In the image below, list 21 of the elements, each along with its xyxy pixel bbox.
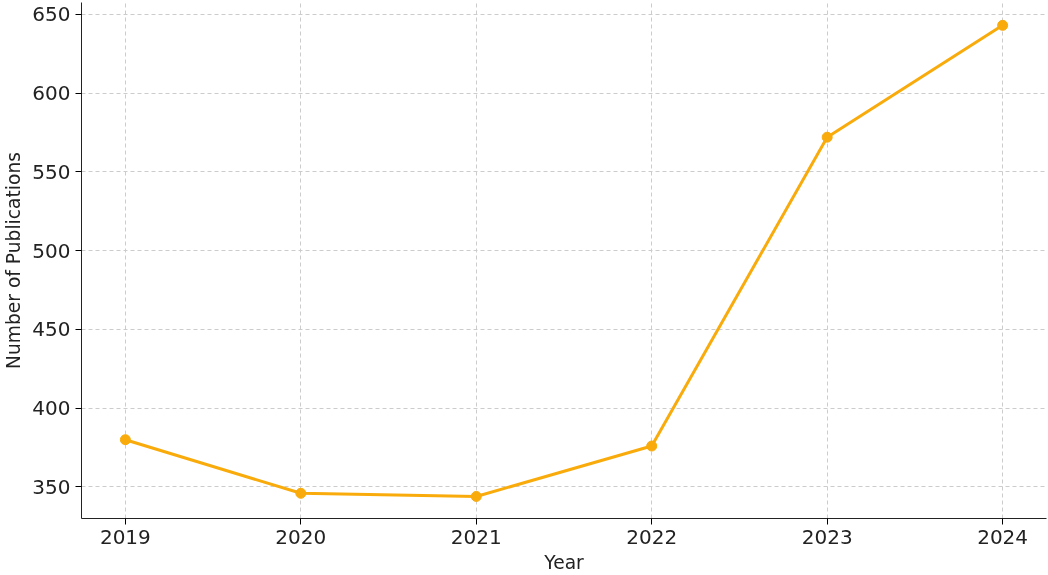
y-axis-title: Number of Publications <box>3 152 25 369</box>
point <box>119 434 131 446</box>
y-tick-label: 450 <box>32 317 71 342</box>
y-tick-label: 600 <box>32 81 71 106</box>
x-tick-label: 2024 <box>977 524 1029 549</box>
x-tick-label: 2019 <box>99 524 151 549</box>
y-tick-label: 500 <box>32 238 71 263</box>
point <box>470 490 482 502</box>
y-tick-label: 550 <box>32 159 71 184</box>
x-tick-label: 2023 <box>801 524 853 549</box>
y-tick-label: 400 <box>32 396 71 421</box>
y-tick-label: 650 <box>32 2 71 27</box>
point <box>997 19 1009 31</box>
x-tick-label: 2021 <box>450 524 502 549</box>
point <box>646 440 658 452</box>
point <box>295 487 307 499</box>
x-tick-label: 2020 <box>275 524 327 549</box>
x-tick-label: 2022 <box>626 524 678 549</box>
x-axis-title: Year <box>543 551 585 573</box>
y-tick-label: 350 <box>32 474 71 499</box>
point <box>821 131 833 143</box>
